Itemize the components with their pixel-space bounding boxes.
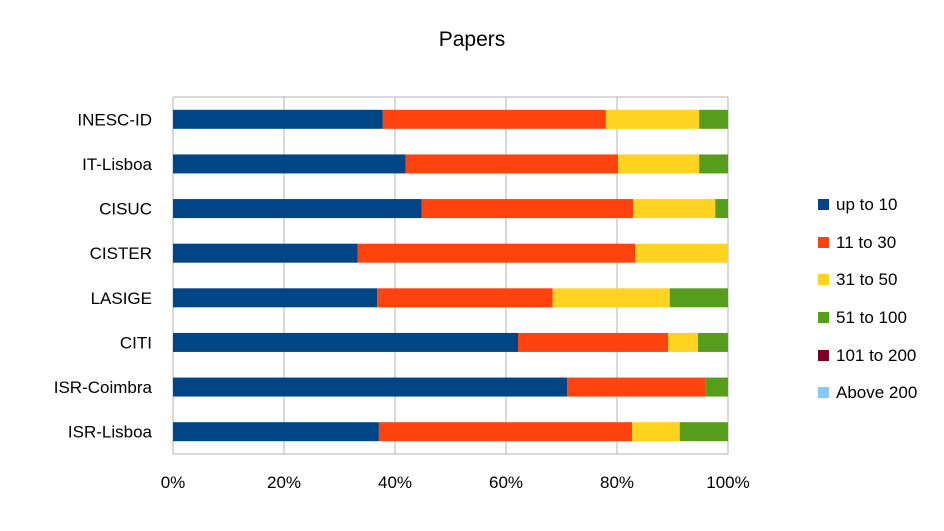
x-tick-label: 80% [600, 473, 634, 492]
legend-label: 51 to 100 [836, 308, 907, 328]
bar-segment [173, 377, 568, 397]
bar-segment [567, 377, 706, 397]
bar-segment [357, 243, 636, 263]
y-category-label: ISR-Coimbra [54, 378, 153, 397]
legend-item: 31 to 50 [818, 261, 917, 299]
legend-swatch [818, 274, 829, 286]
bar-segment [173, 288, 378, 308]
legend-label: 11 to 30 [836, 232, 897, 252]
bar-segment [173, 332, 518, 352]
bar-segment [699, 109, 728, 129]
bar-segment [605, 109, 700, 129]
bar-segment [698, 332, 728, 352]
chart-title: Papers [438, 28, 506, 51]
legend: up to 10 11 to 30 31 to 50 51 to 100 101 to … [818, 186, 917, 412]
bar-segment [377, 288, 553, 308]
bar-segment [631, 422, 680, 442]
bar-segment [173, 422, 379, 442]
legend-item: 11 to 30 [818, 224, 917, 262]
bar-segment [618, 154, 700, 174]
bar-segment [633, 199, 716, 219]
y-category-label: CISTER [90, 244, 152, 263]
bar-segment [421, 199, 634, 219]
y-category-label: CITI [120, 333, 152, 352]
legend-label: up to 10 [836, 195, 898, 215]
y-category-label: INESC-ID [77, 110, 152, 129]
legend-swatch [818, 236, 829, 248]
y-category-label: IT-Lisboa [82, 155, 152, 174]
bar-segment [173, 243, 358, 263]
bar-segment [173, 199, 422, 219]
x-tick-label: 20% [267, 473, 301, 492]
y-category-label: LASIGE [91, 289, 152, 308]
bar-segment [378, 422, 632, 442]
legend-item: 101 to 200 [818, 336, 917, 374]
legend-item: up to 10 [818, 186, 917, 224]
legend-swatch [818, 312, 829, 324]
y-category-label: CISUC [99, 200, 152, 219]
bar-segment [173, 109, 383, 129]
x-tick-label: 60% [489, 473, 523, 492]
legend-item: Above 200 [818, 374, 917, 412]
bar-segment [669, 288, 728, 308]
bar-segment [699, 154, 728, 174]
x-tick-label: 40% [378, 473, 412, 492]
bar-segment [679, 422, 728, 442]
x-tick-label: 100% [706, 473, 749, 492]
bar-segment [405, 154, 619, 174]
legend-item: 51 to 100 [818, 299, 917, 337]
legend-label: 101 to 200 [836, 345, 917, 365]
legend-swatch [818, 387, 829, 399]
x-tick-label: 0% [161, 473, 186, 492]
bar-segment [382, 109, 606, 129]
y-category-label: ISR-Lisboa [68, 423, 153, 442]
bar-segment [668, 332, 698, 352]
bar-segment [715, 199, 728, 219]
bar-segment [705, 377, 728, 397]
legend-label: 31 to 50 [836, 270, 898, 290]
bar-segment [552, 288, 670, 308]
bar-segment [173, 154, 406, 174]
legend-swatch [818, 199, 829, 211]
legend-swatch [818, 349, 829, 361]
legend-label: Above 200 [836, 383, 918, 403]
bar-segment [635, 243, 728, 263]
bar-segment [518, 332, 668, 352]
